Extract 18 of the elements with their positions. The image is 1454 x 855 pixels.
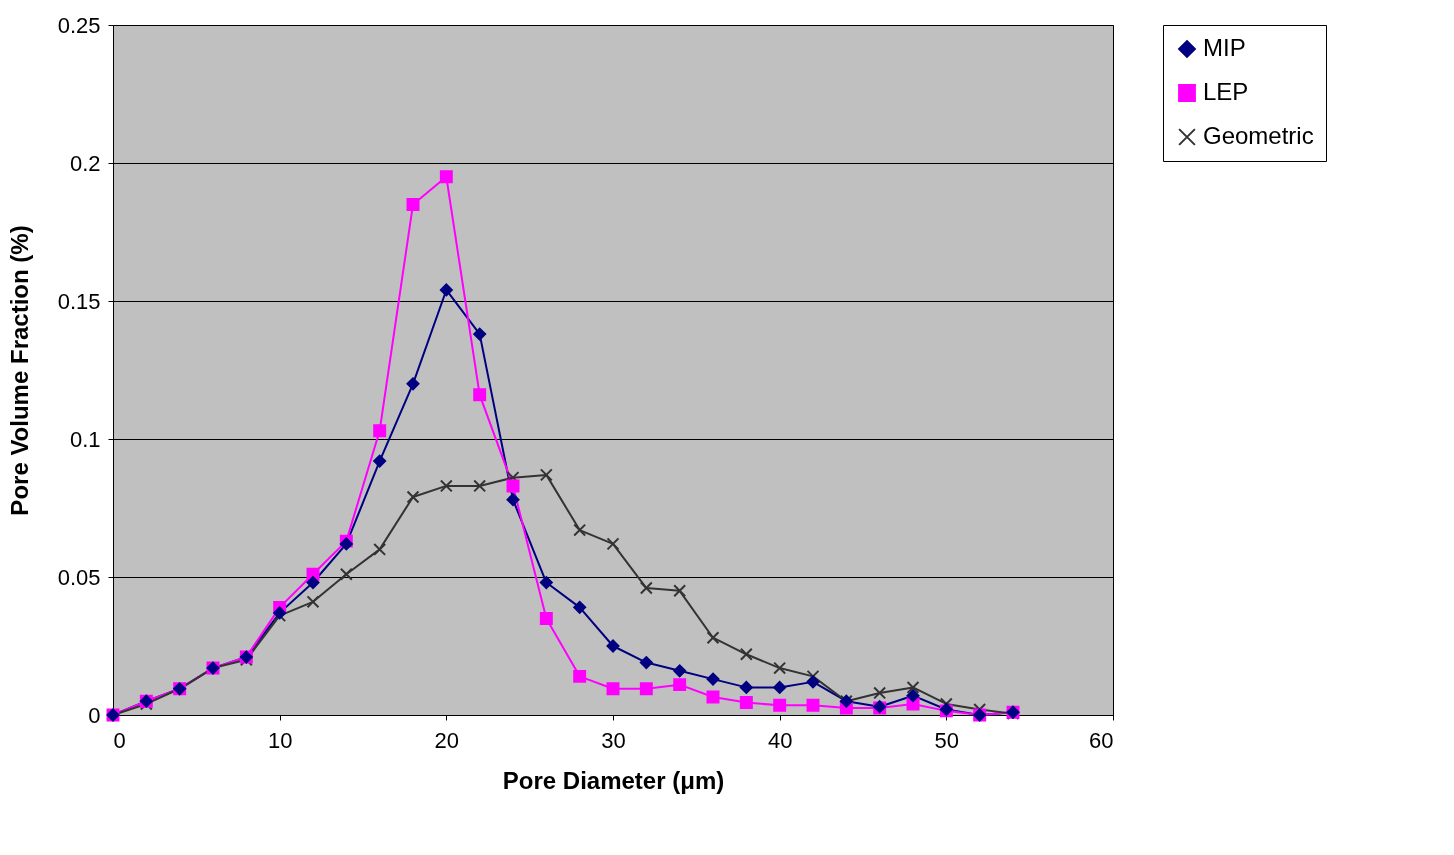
- y-axis-title: Pore Volume Fraction (%): [5, 225, 33, 516]
- x-tick-label: 30: [601, 727, 626, 753]
- x-tick-label: 50: [934, 727, 960, 753]
- x-axis-title: Pore Diameter (μm): [502, 766, 725, 794]
- y-tick-label: 0.1: [69, 426, 101, 452]
- x-tick-label: 0: [113, 727, 126, 753]
- x-tick-label: 10: [267, 727, 293, 753]
- legend-label: LEP: [1203, 78, 1249, 105]
- x-tick-label: 40: [767, 727, 793, 753]
- y-tick-label: 0.2: [69, 150, 101, 176]
- x-tick-label: 20: [434, 727, 460, 753]
- x-tick-label: 60: [1089, 727, 1114, 753]
- legend-label: Geometric: [1203, 122, 1314, 149]
- legend-label: MIP: [1203, 34, 1246, 61]
- y-tick-label: 0.25: [57, 12, 101, 38]
- y-tick-label: 0.15: [57, 288, 101, 314]
- y-tick-label: 0: [88, 702, 101, 728]
- y-tick-label: 0.05: [57, 564, 101, 590]
